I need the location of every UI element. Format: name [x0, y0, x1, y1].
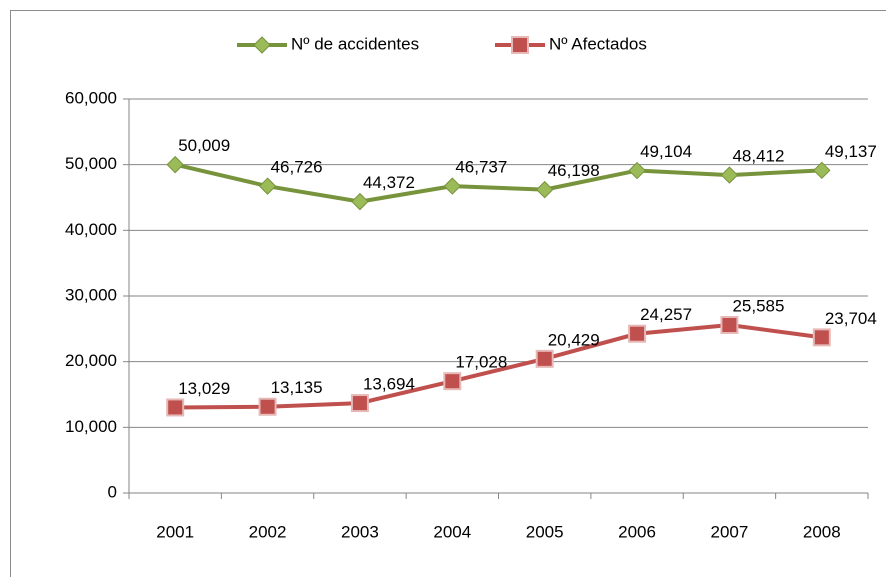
data-label: 46,726 [271, 158, 323, 177]
data-point [258, 397, 277, 416]
data-point [351, 192, 369, 211]
data-label: 50,009 [178, 136, 230, 155]
data-label: 13,135 [271, 378, 323, 397]
x-tick-label: 2005 [526, 522, 564, 541]
data-label: 13,694 [363, 375, 415, 394]
y-tick-label: 10,000 [65, 417, 117, 436]
data-label: 24,257 [640, 305, 692, 324]
data-point [628, 161, 646, 180]
legend-label: Nº Afectados [549, 34, 647, 53]
x-tick-label: 2008 [803, 522, 841, 541]
legend-label: Nº de accidentes [291, 34, 419, 53]
data-point [166, 398, 185, 417]
y-tick-label: 30,000 [65, 285, 117, 304]
y-tick-label: 0 [108, 482, 117, 501]
data-point [812, 328, 831, 347]
y-tick-label: 20,000 [65, 351, 117, 370]
data-point [813, 161, 831, 180]
series-line [174, 162, 822, 204]
data-label: 44,372 [363, 173, 415, 192]
data-point [166, 155, 184, 174]
data-label: 23,704 [825, 309, 877, 328]
data-label: 46,198 [548, 161, 600, 180]
x-tick-label: 2003 [341, 522, 379, 541]
data-label: 13,029 [178, 379, 230, 398]
data-point [720, 166, 739, 184]
x-tick-label: 2004 [433, 522, 471, 541]
data-point [443, 177, 462, 195]
data-label: 17,028 [455, 353, 507, 372]
x-tick-label: 2002 [249, 522, 287, 541]
x-tick-label: 2001 [156, 522, 194, 541]
y-tick-label: 60,000 [65, 88, 117, 107]
x-tick-label: 2007 [711, 522, 749, 541]
y-tick-label: 50,000 [65, 154, 117, 173]
chart-frame [10, 10, 886, 577]
data-label: 49,104 [640, 142, 692, 161]
data-label: 46,737 [455, 158, 507, 177]
data-point [443, 372, 462, 391]
data-point [535, 349, 554, 368]
x-tick-label: 2006 [618, 522, 656, 541]
data-point [535, 180, 554, 199]
data-point [628, 324, 647, 343]
data-label: 48,412 [732, 147, 784, 166]
data-point [350, 394, 369, 413]
data-point [720, 315, 739, 334]
y-tick-label: 40,000 [65, 220, 117, 239]
series-line [175, 322, 823, 410]
legend-marker [511, 36, 529, 54]
legend-marker [253, 36, 271, 54]
data-label: 49,137 [825, 142, 877, 161]
data-label: 20,429 [548, 330, 600, 349]
data-point [258, 177, 277, 195]
data-label: 25,585 [732, 296, 784, 315]
